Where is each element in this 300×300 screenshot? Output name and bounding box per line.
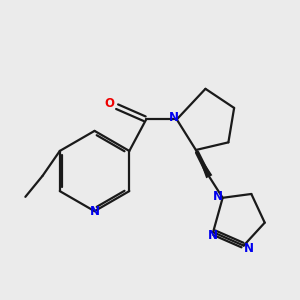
- Text: O: O: [105, 97, 115, 110]
- Text: N: N: [244, 242, 254, 255]
- Text: N: N: [90, 206, 100, 218]
- Polygon shape: [196, 150, 212, 178]
- Text: N: N: [208, 229, 218, 242]
- Text: N: N: [169, 111, 179, 124]
- Text: N: N: [213, 190, 223, 203]
